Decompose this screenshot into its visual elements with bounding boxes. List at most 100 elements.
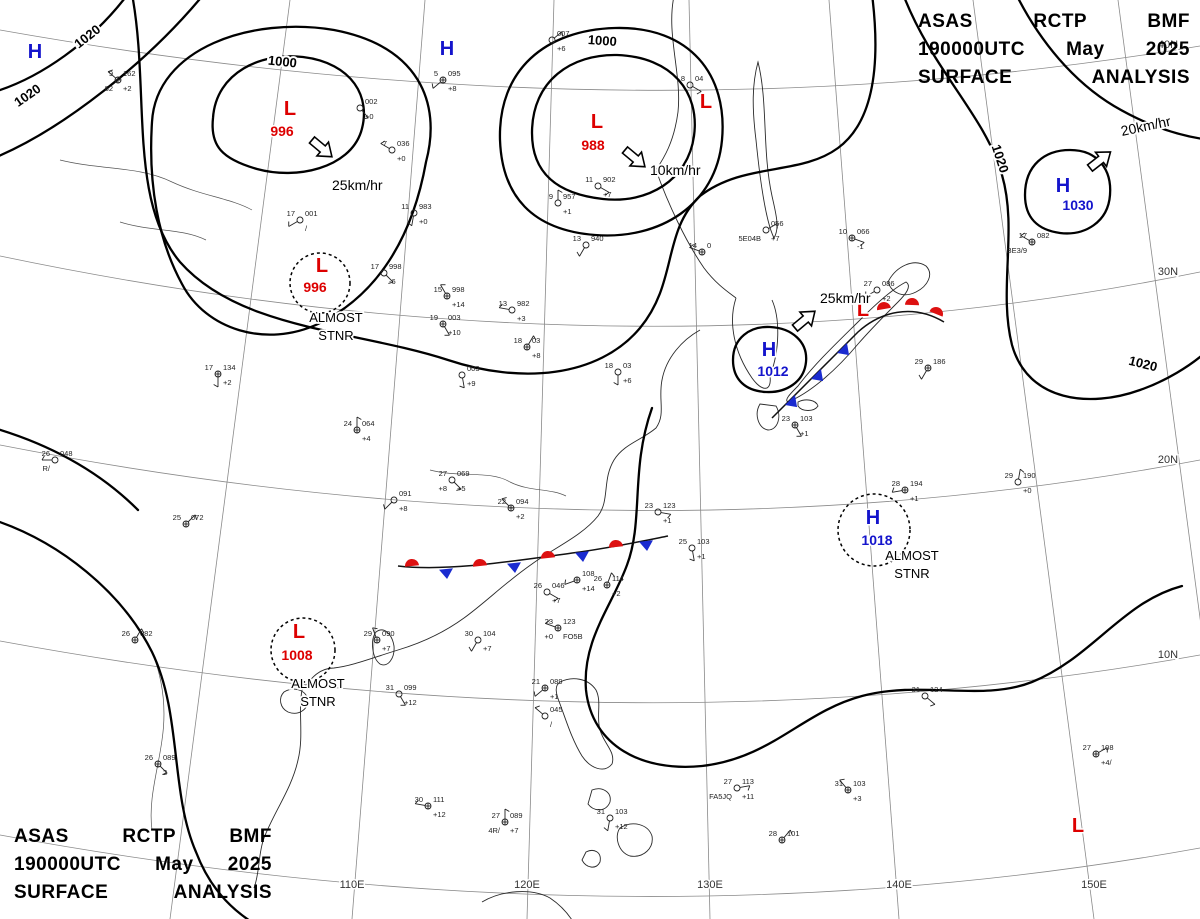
wind-barb [440,284,446,294]
pressure-center-l: L 996 [269,97,298,141]
wind-barb-tick [383,504,386,510]
station-temp: 9 [549,192,553,201]
station-pressure: 095 [448,69,461,78]
cold-front-symbol [811,369,824,382]
wind-barb-tick [194,514,197,520]
coast-okhotsk [655,0,680,171]
station-plot: 29 190 +0 [1005,468,1036,495]
station-pressure: 002 [365,97,378,106]
isobar-value-label: 1020 [11,81,43,110]
station-plot: 25 072 [173,513,204,528]
station-pressure: 108 [582,569,595,578]
station-dewpoint: FA5JQ [709,792,732,801]
isobar [1023,148,1112,235]
almost-stnr-label: ALMOST [885,548,939,563]
station-pressure: 086 [882,279,895,288]
station-plot: 10 066 -1 [839,227,870,251]
wind-barb [689,247,700,252]
station-pressure: 113 [742,777,754,786]
isobar [0,428,140,512]
wind-barb [528,335,534,345]
wind-barb-tick [696,91,702,95]
station-temp: 26 [594,574,602,583]
pressure-center-h: H [438,37,455,62]
pressure-center-h: H 1012 [756,338,790,381]
cold-front-symbol [439,568,453,579]
station-tendency: +7 [510,826,519,835]
station-temp: 29 [915,357,923,366]
movement-arrow-icon [1086,151,1112,173]
station-plot: 8 04 [681,74,703,95]
station-plot: 14 0 [689,241,711,256]
wind-barb [768,223,778,229]
station-pressure: 072 [191,513,204,522]
isobar [0,0,201,157]
wind-barb [534,689,543,697]
isobar [530,53,696,201]
wind-barb [865,291,875,297]
station-tendency: +7 [382,644,391,653]
coast-korea [732,297,779,389]
wind-barb-tick [576,251,580,257]
station-plot: 17 134 +2 [205,363,236,388]
title-block-top-right: ASAS RCTP BMF 190000UTC May 2025 SURFACE… [918,8,1190,92]
wind-barb [411,215,414,226]
station-pressure: 162 [123,69,136,78]
pressure-center-value: 1030 [1062,197,1093,213]
station-temp: 30 [415,795,423,804]
isobar [0,0,125,92]
coast-luzon [555,678,614,770]
station-pressure: 045 [550,705,563,714]
station-temp: 18 [514,336,522,345]
wind-barb [432,81,441,89]
pressure-center-letter: H [440,38,454,60]
coastline-layer [59,0,930,919]
station-pressure: 103 [853,779,866,788]
pressure-center-l: L [698,90,713,115]
station-tendency: +2 [882,294,891,303]
latitude-label: 20N [1158,454,1178,466]
station-plot: 24 064 +4 [344,416,375,443]
wind-barb-tick [456,488,462,491]
wind-barb-tick [141,628,145,634]
station-pressure: 003 [448,313,461,322]
station-temp: 15 [434,285,442,294]
movement-arrow-icon [308,135,333,158]
station-pressure: 982 [517,299,530,308]
stationary-front-china [397,535,669,579]
station-symbol [762,226,770,234]
almost-stnr-label: ALMOST [291,676,345,691]
station-symbol [614,368,622,376]
cold-front-symbol [639,540,653,551]
station-tendency: +0 [397,154,406,163]
pressure-center-l: L 988 [580,110,607,155]
station-plot: 17 001 / [287,209,318,233]
wind-barb [385,274,394,283]
station-pressure: 089 [163,753,176,762]
pressure-center-h: H [26,40,43,65]
station-symbol [51,456,59,464]
station-symbol [554,199,562,207]
station-plot: 27 113 FA5JQ +11 [709,777,754,801]
station-plot: 18 03 +6 [605,361,632,386]
isobar-value-label: 1000 [267,53,297,71]
station-plot: 28 194 +1 [892,479,923,503]
station-temp: 30 [465,629,473,638]
wind-barb-tick [689,558,695,562]
coast-kyushu [756,403,780,431]
product-id: ASAS RCTP BMF [918,11,1190,32]
pressure-center-letter: L [293,621,305,643]
wind-barb-tick [611,572,616,577]
station-pressure: 103 [800,414,813,423]
wind-barb-tick [930,703,936,707]
wind-barb [545,623,556,628]
station-temp: 7 [383,139,387,148]
station-pressure: 082 [140,629,153,638]
wind-barb [415,803,426,806]
station-pressure: 03 [532,336,540,345]
pressure-center-l: L 1008 ALMOST STNR [270,617,347,711]
station-plot: 7 036 +0 [380,139,410,163]
station-tendency: +6 [557,44,566,53]
